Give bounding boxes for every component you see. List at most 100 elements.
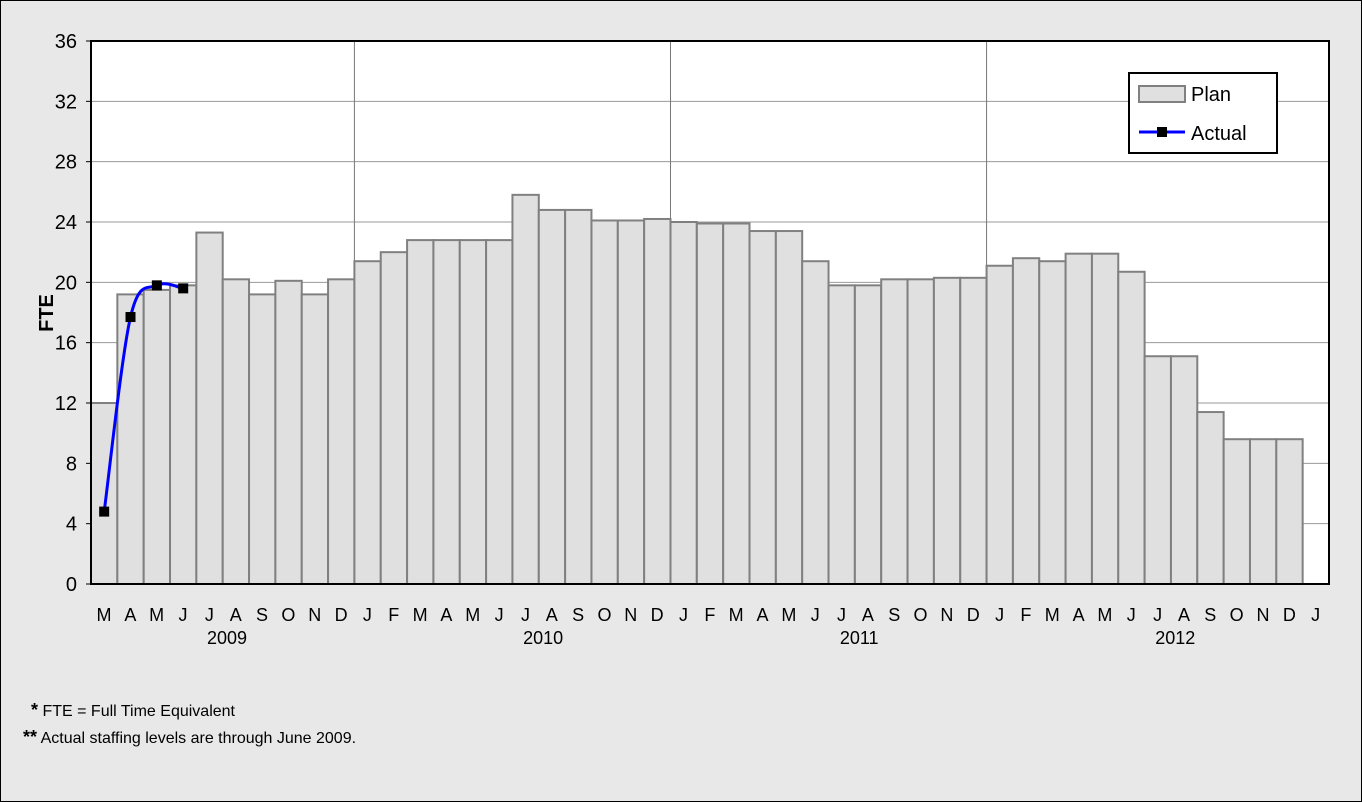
- x-tick-label-29: A: [862, 605, 874, 625]
- x-tick-label-8: N: [308, 605, 321, 625]
- x-tick-label-15: J: [495, 605, 504, 625]
- legend-plan-label: Plan: [1191, 84, 1231, 106]
- y-tick-label-20: 20: [55, 272, 77, 294]
- x-tick-label-34: J: [995, 605, 1004, 625]
- legend-actual-label: Actual: [1191, 123, 1247, 145]
- legend-actual-marker: [1157, 127, 1167, 137]
- bar-2011-08: [853, 284, 883, 585]
- footnote-fte-mark: *: [31, 700, 39, 720]
- x-tick-label-5: A: [230, 605, 242, 625]
- actual-line: [102, 282, 184, 512]
- actual-point-2009-03: [99, 506, 110, 517]
- y-axis-label: FTE: [36, 294, 58, 332]
- x-tick-label-42: S: [1204, 605, 1216, 625]
- y-tick-label-8: 8: [66, 453, 77, 475]
- x-tick-label-32: N: [940, 605, 953, 625]
- bar-2012-11: [1248, 438, 1278, 586]
- y-tick-label-28: 28: [55, 152, 77, 174]
- x-tick-label-18: S: [572, 605, 584, 625]
- actual-point-2009-06: [178, 283, 189, 294]
- bar-2011-11: [932, 276, 962, 585]
- y-tick-label-24: 24: [55, 212, 77, 234]
- bar-2011-03: [722, 222, 751, 585]
- bar-2012-10: [1222, 438, 1251, 586]
- bar-2012-06: [1117, 270, 1146, 585]
- y-tick-label-12: 12: [55, 393, 77, 415]
- x-tick-label-14: M: [465, 605, 480, 625]
- bar-2009-04: [116, 293, 145, 585]
- x-tick-label-19: O: [597, 605, 611, 625]
- bar-2012-08: [1169, 355, 1199, 585]
- bar-2010-06: [485, 239, 514, 585]
- x-tick-label-17: A: [546, 605, 558, 625]
- bar-2010-09: [564, 208, 593, 586]
- bar-2011-06: [801, 260, 830, 585]
- x-tick-label-1: A: [124, 605, 136, 625]
- x-tick-label-6: S: [256, 605, 268, 625]
- bar-2012-04: [1064, 252, 1093, 586]
- bar-2009-05: [142, 288, 172, 585]
- y-tick-label-16: 16: [55, 333, 77, 355]
- bar-2012-12: [1275, 438, 1304, 586]
- x-tick-label-44: N: [1256, 605, 1269, 625]
- year-label-2011: 2011: [840, 628, 879, 648]
- x-tick-label-7: O: [281, 605, 295, 625]
- bar-2012-03: [1038, 260, 1067, 585]
- bar-2011-07: [827, 284, 856, 585]
- bar-2010-10: [590, 219, 619, 585]
- bar-2009-07: [195, 231, 224, 586]
- bar-2009-09: [248, 293, 277, 585]
- x-tick-label-28: J: [837, 605, 846, 625]
- y-tick-label-0: 0: [66, 574, 77, 596]
- year-label-2009: 2009: [207, 628, 247, 648]
- bar-2011-02: [695, 222, 725, 585]
- x-tick-label-16: J: [521, 605, 530, 625]
- bar-2011-12: [959, 276, 988, 585]
- x-tick-label-36: M: [1045, 605, 1060, 625]
- x-tick-label-23: F: [704, 605, 715, 625]
- x-tick-label-4: J: [205, 605, 214, 625]
- x-tick-label-24: M: [729, 605, 744, 625]
- x-tick-label-38: M: [1097, 605, 1112, 625]
- x-tick-label-31: O: [914, 605, 928, 625]
- y-tick-label-32: 32: [55, 91, 77, 113]
- bar-2009-08: [221, 278, 251, 585]
- x-tick-label-43: O: [1230, 605, 1244, 625]
- x-tick-label-33: D: [967, 605, 980, 625]
- x-tick-label-0: M: [97, 605, 112, 625]
- x-tick-label-40: J: [1153, 605, 1162, 625]
- x-tick-label-20: N: [624, 605, 637, 625]
- bar-2012-02: [1011, 257, 1041, 585]
- x-tick-label-10: J: [363, 605, 372, 625]
- x-tick-label-39: J: [1127, 605, 1136, 625]
- bar-2011-05: [774, 230, 804, 586]
- legend-plan-swatch: [1138, 85, 1186, 103]
- x-tick-label-26: M: [781, 605, 796, 625]
- bar-2011-10: [906, 278, 935, 585]
- bar-2012-07: [1143, 355, 1172, 585]
- bar-2012-09: [1196, 411, 1225, 585]
- x-tick-label-11: F: [388, 605, 399, 625]
- bar-2012-01: [985, 264, 1014, 585]
- x-tick-label-30: S: [888, 605, 900, 625]
- bar-2012-05: [1090, 252, 1120, 586]
- x-tick-label-2: M: [149, 605, 164, 625]
- bar-2009-06: [169, 284, 198, 585]
- bar-2010-03: [406, 239, 435, 585]
- year-label-2012: 2012: [1155, 628, 1195, 648]
- bar-2009-10: [274, 279, 303, 585]
- x-tick-label-35: F: [1020, 605, 1031, 625]
- x-tick-label-25: A: [757, 605, 769, 625]
- x-tick-label-41: A: [1178, 605, 1190, 625]
- x-tick-label-45: D: [1283, 605, 1296, 625]
- x-tick-label-12: M: [413, 605, 428, 625]
- bar-2010-12: [643, 217, 672, 585]
- x-tick-label-46: J: [1311, 605, 1320, 625]
- x-tick-label-3: J: [179, 605, 188, 625]
- bar-2010-11: [616, 219, 646, 585]
- bar-2010-01: [353, 260, 382, 585]
- bar-2010-04: [432, 239, 461, 585]
- footnote-fte-text: FTE = Full Time Equivalent: [42, 703, 235, 720]
